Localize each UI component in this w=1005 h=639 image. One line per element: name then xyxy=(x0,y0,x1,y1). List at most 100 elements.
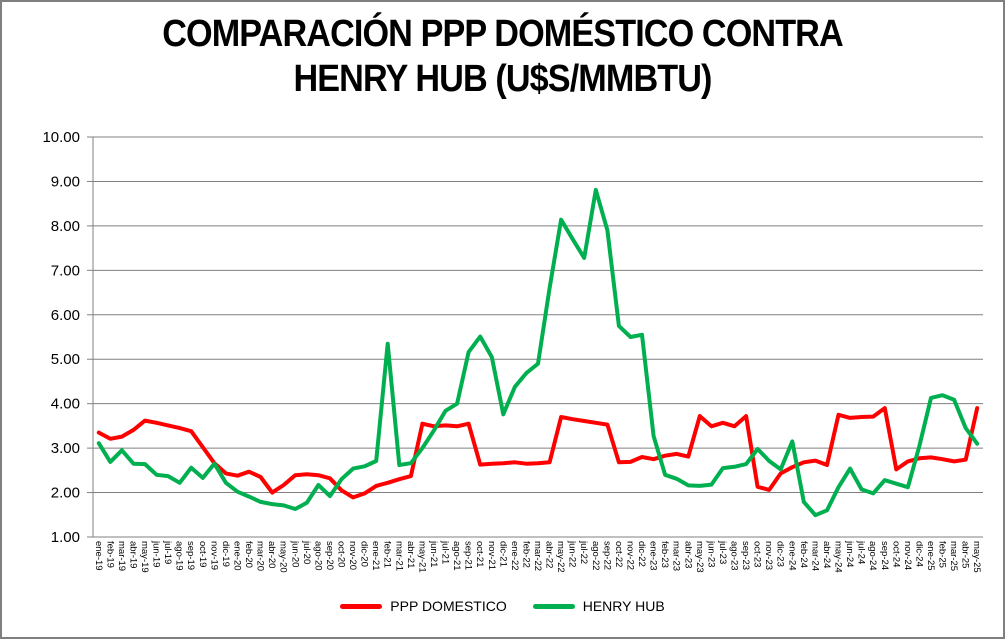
x-axis-label: nov-24 xyxy=(902,541,913,570)
x-axis-label: abr-25 xyxy=(960,541,971,568)
y-axis-label: 6.00 xyxy=(51,307,80,324)
x-axis-label: oct-19 xyxy=(197,541,208,567)
x-axis-label: ene-25 xyxy=(925,541,936,571)
x-axis-label: sep-20 xyxy=(324,541,335,570)
x-axis-label: oct-20 xyxy=(336,541,347,567)
x-axis-label: ago-24 xyxy=(867,541,878,571)
chart-title: COMPARACIÓN PPP DOMÉSTICO CONTRA HENRY H… xyxy=(52,12,953,102)
x-axis-label: jun-20 xyxy=(289,540,300,567)
x-axis-label: mar-25 xyxy=(948,541,959,571)
x-axis-label: mar-20 xyxy=(255,541,266,571)
x-axis-label: sep-21 xyxy=(463,541,474,570)
x-axis-label: may-20 xyxy=(278,541,289,573)
x-axis-label: jun-24 xyxy=(844,540,855,567)
x-axis-label: sep-22 xyxy=(601,541,612,570)
x-axis-label: dic-21 xyxy=(497,541,508,567)
x-axis-label: abr-22 xyxy=(544,541,555,568)
y-axis-label: 2.00 xyxy=(51,485,80,502)
x-axis-label: nov-22 xyxy=(624,541,635,570)
x-axis-label: feb-22 xyxy=(520,541,531,568)
x-axis-label: feb-21 xyxy=(382,541,393,568)
x-axis-label: jul-24 xyxy=(856,540,867,564)
legend-swatch-ppp-domestico xyxy=(340,603,383,609)
x-axis-label: nov-21 xyxy=(486,541,497,570)
x-axis-label: jul-20 xyxy=(301,540,312,564)
x-axis-label: may-23 xyxy=(694,541,705,573)
y-axis-label: 10.00 xyxy=(42,129,80,146)
x-axis-label: mar-22 xyxy=(532,541,543,571)
x-axis-label: mar-19 xyxy=(116,541,127,571)
x-axis-label: dic-24 xyxy=(913,541,924,567)
x-axis-label: ene-19 xyxy=(93,541,104,571)
x-axis-label: oct-23 xyxy=(752,541,763,567)
x-axis-label: may-19 xyxy=(139,541,150,573)
x-axis-label: jul-23 xyxy=(717,540,728,564)
y-axis-label: 9.00 xyxy=(51,173,80,190)
x-axis-label: dic-22 xyxy=(636,541,647,567)
legend-label-ppp-domestico: PPP DOMESTICO xyxy=(390,598,507,614)
x-axis-label: feb-25 xyxy=(937,541,948,568)
x-axis-label: oct-21 xyxy=(474,541,485,567)
x-axis-label: dic-19 xyxy=(220,541,231,567)
x-axis-label: ene-22 xyxy=(509,541,520,571)
x-axis-label: mar-21 xyxy=(393,541,404,571)
x-axis-label: ene-24 xyxy=(786,541,797,571)
x-axis-label: abr-21 xyxy=(405,541,416,568)
x-axis-label: ago-21 xyxy=(451,541,462,571)
chart-title-line-1: COMPARACIÓN PPP DOMÉSTICO CONTRA xyxy=(162,13,843,55)
x-axis-label: ene-20 xyxy=(231,541,242,571)
x-axis-label: abr-23 xyxy=(682,541,693,568)
x-axis-label: mar-24 xyxy=(809,541,820,571)
x-axis-label: nov-23 xyxy=(763,541,774,570)
x-axis-label: feb-24 xyxy=(798,541,809,568)
x-axis-label: dic-20 xyxy=(359,541,370,567)
x-axis-label: feb-19 xyxy=(104,541,115,568)
x-axis-label: oct-24 xyxy=(890,541,901,567)
y-axis-label: 4.00 xyxy=(51,396,80,413)
x-axis-label: abr-24 xyxy=(821,541,832,568)
chart-title-line-2: HENRY HUB (U$S/MMBTU) xyxy=(293,58,712,100)
x-axis-label: jun-19 xyxy=(151,540,162,567)
x-axis-label: may-22 xyxy=(555,541,566,573)
legend: PPP DOMESTICO HENRY HUB xyxy=(2,598,1003,614)
series-line-ppp-domestico xyxy=(96,406,980,500)
x-axis-label: may-21 xyxy=(416,541,427,573)
x-axis-label: jun-23 xyxy=(705,540,716,567)
x-axis-label: jul-21 xyxy=(440,540,451,564)
y-axis-label: 7.00 xyxy=(51,262,80,279)
legend-label-henry-hub: HENRY HUB xyxy=(582,598,665,614)
x-axis-label: may-24 xyxy=(833,541,844,573)
x-axis-label: abr-19 xyxy=(127,541,138,568)
x-axis-label: jun-22 xyxy=(567,540,578,567)
x-axis-label: nov-19 xyxy=(208,541,219,570)
x-axis-label: nov-20 xyxy=(347,541,358,570)
x-axis-label: ene-23 xyxy=(648,541,659,571)
y-axis-label: 3.00 xyxy=(51,440,80,457)
x-axis-label: ago-19 xyxy=(174,541,185,571)
x-axis-label: ene-21 xyxy=(370,541,381,571)
x-axis-label: dic-23 xyxy=(775,541,786,567)
x-axis-label: sep-24 xyxy=(879,541,890,570)
x-axis-label: feb-23 xyxy=(659,541,670,568)
x-axis-label: sep-23 xyxy=(740,541,751,570)
y-axis-label: 8.00 xyxy=(51,218,80,235)
x-axis-label: ago-22 xyxy=(590,541,601,571)
legend-item-henry-hub: HENRY HUB xyxy=(532,598,665,614)
x-axis-label: jul-19 xyxy=(162,540,173,564)
x-axis-label: jul-22 xyxy=(578,540,589,564)
x-axis-label: mar-23 xyxy=(671,541,682,571)
legend-swatch-henry-hub xyxy=(532,603,575,609)
y-axis-label: 5.00 xyxy=(51,351,80,368)
x-axis-label: feb-20 xyxy=(243,541,254,568)
x-axis-label: jun-21 xyxy=(428,540,439,567)
x-axis-label: ago-20 xyxy=(312,541,323,571)
legend-item-ppp-domestico: PPP DOMESTICO xyxy=(340,598,507,614)
x-axis-label: may-25 xyxy=(971,541,982,573)
x-axis-label: sep-19 xyxy=(185,541,196,570)
x-axis-label: oct-22 xyxy=(613,541,624,567)
y-axis-label: 1.00 xyxy=(51,529,80,546)
x-axis-label: ago-23 xyxy=(728,541,739,571)
series-line-henry-hub xyxy=(96,187,980,518)
